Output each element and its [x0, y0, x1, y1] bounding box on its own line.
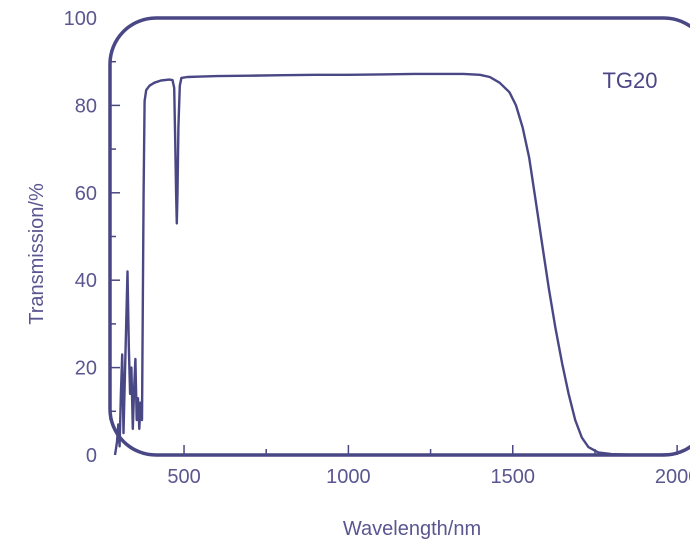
x-axis-label: Wavelength/nm — [343, 518, 481, 540]
y-tick-label: 0 — [86, 445, 97, 467]
x-tick-label: 1500 — [491, 466, 536, 488]
series-layer — [113, 72, 690, 456]
y-tick-label: 20 — [75, 358, 97, 380]
x-tick-label: 2000 — [655, 466, 690, 488]
x-tick-label: 500 — [167, 466, 200, 488]
series-label: TG20 — [602, 68, 657, 93]
y-tick-label: 80 — [75, 95, 97, 117]
y-axis-label: Transmission/% — [26, 183, 48, 325]
series-line-1 — [113, 72, 690, 456]
y-tick-label: 60 — [75, 183, 97, 205]
x-axis: 500 1000 1500 2000 — [167, 445, 690, 488]
y-axis: 0 20 40 60 80 100 — [64, 8, 120, 467]
y-tick-label: 100 — [64, 8, 97, 30]
y-tick-label: 40 — [75, 270, 97, 292]
x-tick-label: 1000 — [326, 466, 371, 488]
